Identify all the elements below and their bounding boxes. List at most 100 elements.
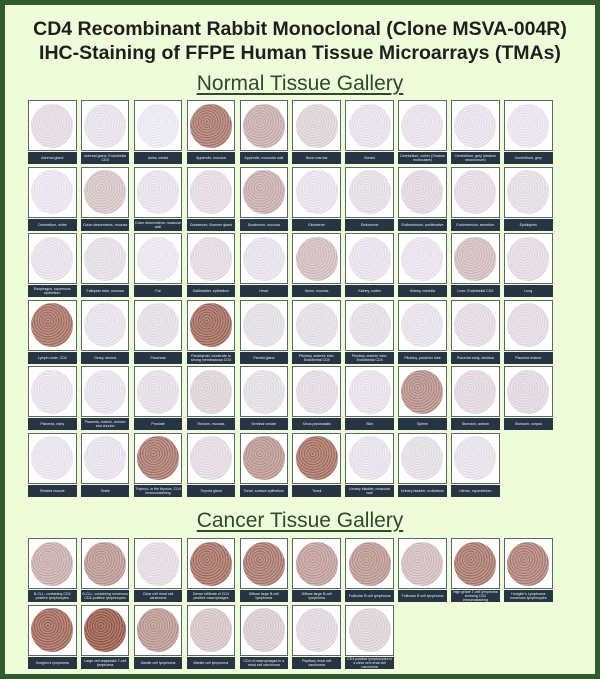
tissue-tile[interactable]: Fallopian tube, mucosa — [80, 233, 130, 297]
tissue-tile[interactable]: Appendix, muscular wall — [239, 100, 289, 164]
tissue-image[interactable] — [398, 538, 447, 589]
tissue-image[interactable] — [239, 604, 289, 656]
tissue-image[interactable] — [398, 299, 447, 351]
tissue-tile[interactable]: Parotid gland — [239, 299, 289, 364]
tissue-image[interactable] — [451, 299, 500, 351]
tissue-image[interactable] — [80, 538, 130, 589]
tissue-tile[interactable]: Tonsil — [292, 432, 341, 497]
tissue-tile[interactable]: Adrenal gland — [28, 100, 77, 164]
tissue-image[interactable] — [345, 299, 394, 351]
tissue-image[interactable] — [451, 166, 500, 218]
tissue-image[interactable] — [504, 100, 553, 151]
tissue-tile[interactable]: Papillary renal cell carcinoma — [292, 604, 341, 669]
tissue-tile[interactable]: High grade T-cell lymphoma showing CD4 i… — [451, 538, 500, 602]
tissue-tile[interactable]: Colon descendens, muscular wall — [133, 166, 183, 231]
tissue-tile[interactable]: Urinary bladder, urothelium — [398, 432, 447, 497]
tissue-image[interactable] — [80, 432, 130, 484]
tissue-image[interactable] — [28, 432, 77, 484]
tissue-image[interactable] — [133, 366, 183, 417]
tissue-tile[interactable]: Epididymis — [504, 166, 553, 231]
tissue-tile[interactable]: Cerebellum, white — [28, 166, 77, 231]
tissue-tile[interactable]: Liver- Endothelial CD4 — [451, 233, 500, 297]
tissue-image[interactable] — [133, 604, 183, 656]
tissue-image[interactable] — [345, 538, 394, 589]
tissue-image[interactable] — [133, 299, 183, 351]
tissue-image[interactable] — [28, 100, 77, 151]
tissue-image[interactable] — [186, 432, 236, 484]
tissue-image[interactable] — [186, 538, 236, 589]
tissue-image[interactable] — [451, 538, 500, 589]
tissue-tile[interactable]: Prostate — [133, 366, 183, 430]
tissue-image[interactable] — [133, 538, 183, 589]
tissue-image[interactable] — [398, 233, 447, 284]
tissue-tile[interactable]: Hodgkin's Lymphoma numerous lymphocytes — [504, 538, 553, 602]
tissue-image[interactable] — [28, 604, 77, 656]
tissue-tile[interactable]: Endometrium, proliferative — [398, 166, 447, 231]
tissue-tile[interactable]: Ileum, mucosa — [292, 233, 341, 297]
tissue-tile[interactable]: Duodenum, mucosa — [239, 166, 289, 231]
tissue-tile[interactable]: Lung — [504, 233, 553, 297]
tissue-tile[interactable]: Ovary, stroma — [80, 299, 130, 364]
tissue-image[interactable] — [504, 166, 553, 218]
tissue-tile[interactable]: Kidney, cortex — [345, 233, 394, 297]
tissue-image[interactable] — [345, 100, 394, 151]
tissue-tile[interactable]: Dense infiltrate of CD4 positive macroph… — [186, 538, 236, 602]
tissue-tile[interactable]: Fat — [133, 233, 183, 297]
tissue-image[interactable] — [28, 299, 77, 351]
tissue-image[interactable] — [345, 366, 394, 417]
tissue-image[interactable] — [239, 366, 289, 417]
tissue-image[interactable] — [28, 366, 77, 417]
tissue-image[interactable] — [80, 366, 130, 417]
tissue-tile[interactable]: Heart — [239, 233, 289, 297]
tissue-tile[interactable]: Clear cell renal cell carcinoma — [133, 538, 183, 602]
tissue-tile[interactable]: Large cell anaplastic T-cell lymphoma — [80, 604, 130, 669]
tissue-image[interactable] — [504, 233, 553, 284]
tissue-tile[interactable]: Testis — [80, 432, 130, 497]
tissue-tile[interactable]: Adrenal gland, Endothelial CD4 — [80, 100, 130, 164]
tissue-image[interactable] — [292, 299, 341, 351]
tissue-image[interactable] — [345, 604, 394, 656]
tissue-image[interactable] — [345, 166, 394, 218]
tissue-tile[interactable]: Pituitary, anterior lobe, Endothelial CD… — [292, 299, 341, 364]
tissue-tile[interactable]: Striated muscle — [28, 432, 77, 497]
tissue-image[interactable] — [504, 299, 553, 351]
tissue-image[interactable] — [186, 299, 236, 351]
tissue-tile[interactable]: Spleen — [398, 366, 447, 430]
tissue-image[interactable] — [451, 100, 500, 151]
tissue-image[interactable] — [345, 233, 394, 284]
tissue-tile[interactable]: Diffuse large B-cell lymphoma — [292, 538, 341, 602]
tissue-image[interactable] — [28, 538, 77, 589]
tissue-image[interactable] — [398, 100, 447, 151]
tissue-tile[interactable]: B-CLL, containing CD4 positive lymphocyt… — [28, 538, 77, 602]
tissue-tile[interactable]: Duodenum, Brunner gland — [186, 166, 236, 231]
tissue-tile[interactable]: Follicular B cell lymphoma — [398, 538, 447, 602]
tissue-tile[interactable]: Pituitary, posterior lobe — [398, 299, 447, 364]
tissue-image[interactable] — [292, 432, 341, 484]
tissue-image[interactable] — [239, 299, 289, 351]
tissue-tile[interactable]: Placenta mature — [504, 299, 553, 364]
tissue-tile[interactable]: Sinus paranasalis — [292, 366, 341, 430]
tissue-tile[interactable]: Cerebellum, cortex (Stratum moleculare) — [398, 100, 447, 164]
tissue-tile[interactable]: Tonsil, surface epithelium — [239, 432, 289, 497]
tissue-tile[interactable]: Appendix, mucosa — [186, 100, 236, 164]
tissue-image[interactable] — [504, 538, 553, 589]
tissue-image[interactable] — [186, 166, 236, 218]
tissue-image[interactable] — [292, 366, 341, 417]
tissue-tile[interactable]: Parathyroid, moderate to strong membrano… — [186, 299, 236, 364]
tissue-tile[interactable]: Endocervix — [345, 166, 394, 231]
tissue-image[interactable] — [239, 233, 289, 284]
tissue-image[interactable] — [133, 166, 183, 218]
tissue-image[interactable] — [504, 366, 553, 417]
tissue-image[interactable] — [239, 166, 289, 218]
tissue-image[interactable] — [133, 100, 183, 151]
tissue-tile[interactable]: Kidney, medulla — [398, 233, 447, 297]
tissue-tile[interactable]: Cerebellum, grey (stratum neuronorum) — [451, 100, 500, 164]
tissue-image[interactable] — [292, 166, 341, 218]
tissue-tile[interactable]: Thyroid gland — [186, 432, 236, 497]
tissue-tile[interactable]: Ektocervix — [292, 166, 341, 231]
tissue-tile[interactable]: Pituitary, anterior lobe, Endothelial CD… — [345, 299, 394, 364]
tissue-image[interactable] — [186, 604, 236, 656]
tissue-image[interactable] — [239, 100, 289, 151]
tissue-tile[interactable]: Stomach, antrum — [451, 366, 500, 430]
tissue-image[interactable] — [292, 604, 341, 656]
